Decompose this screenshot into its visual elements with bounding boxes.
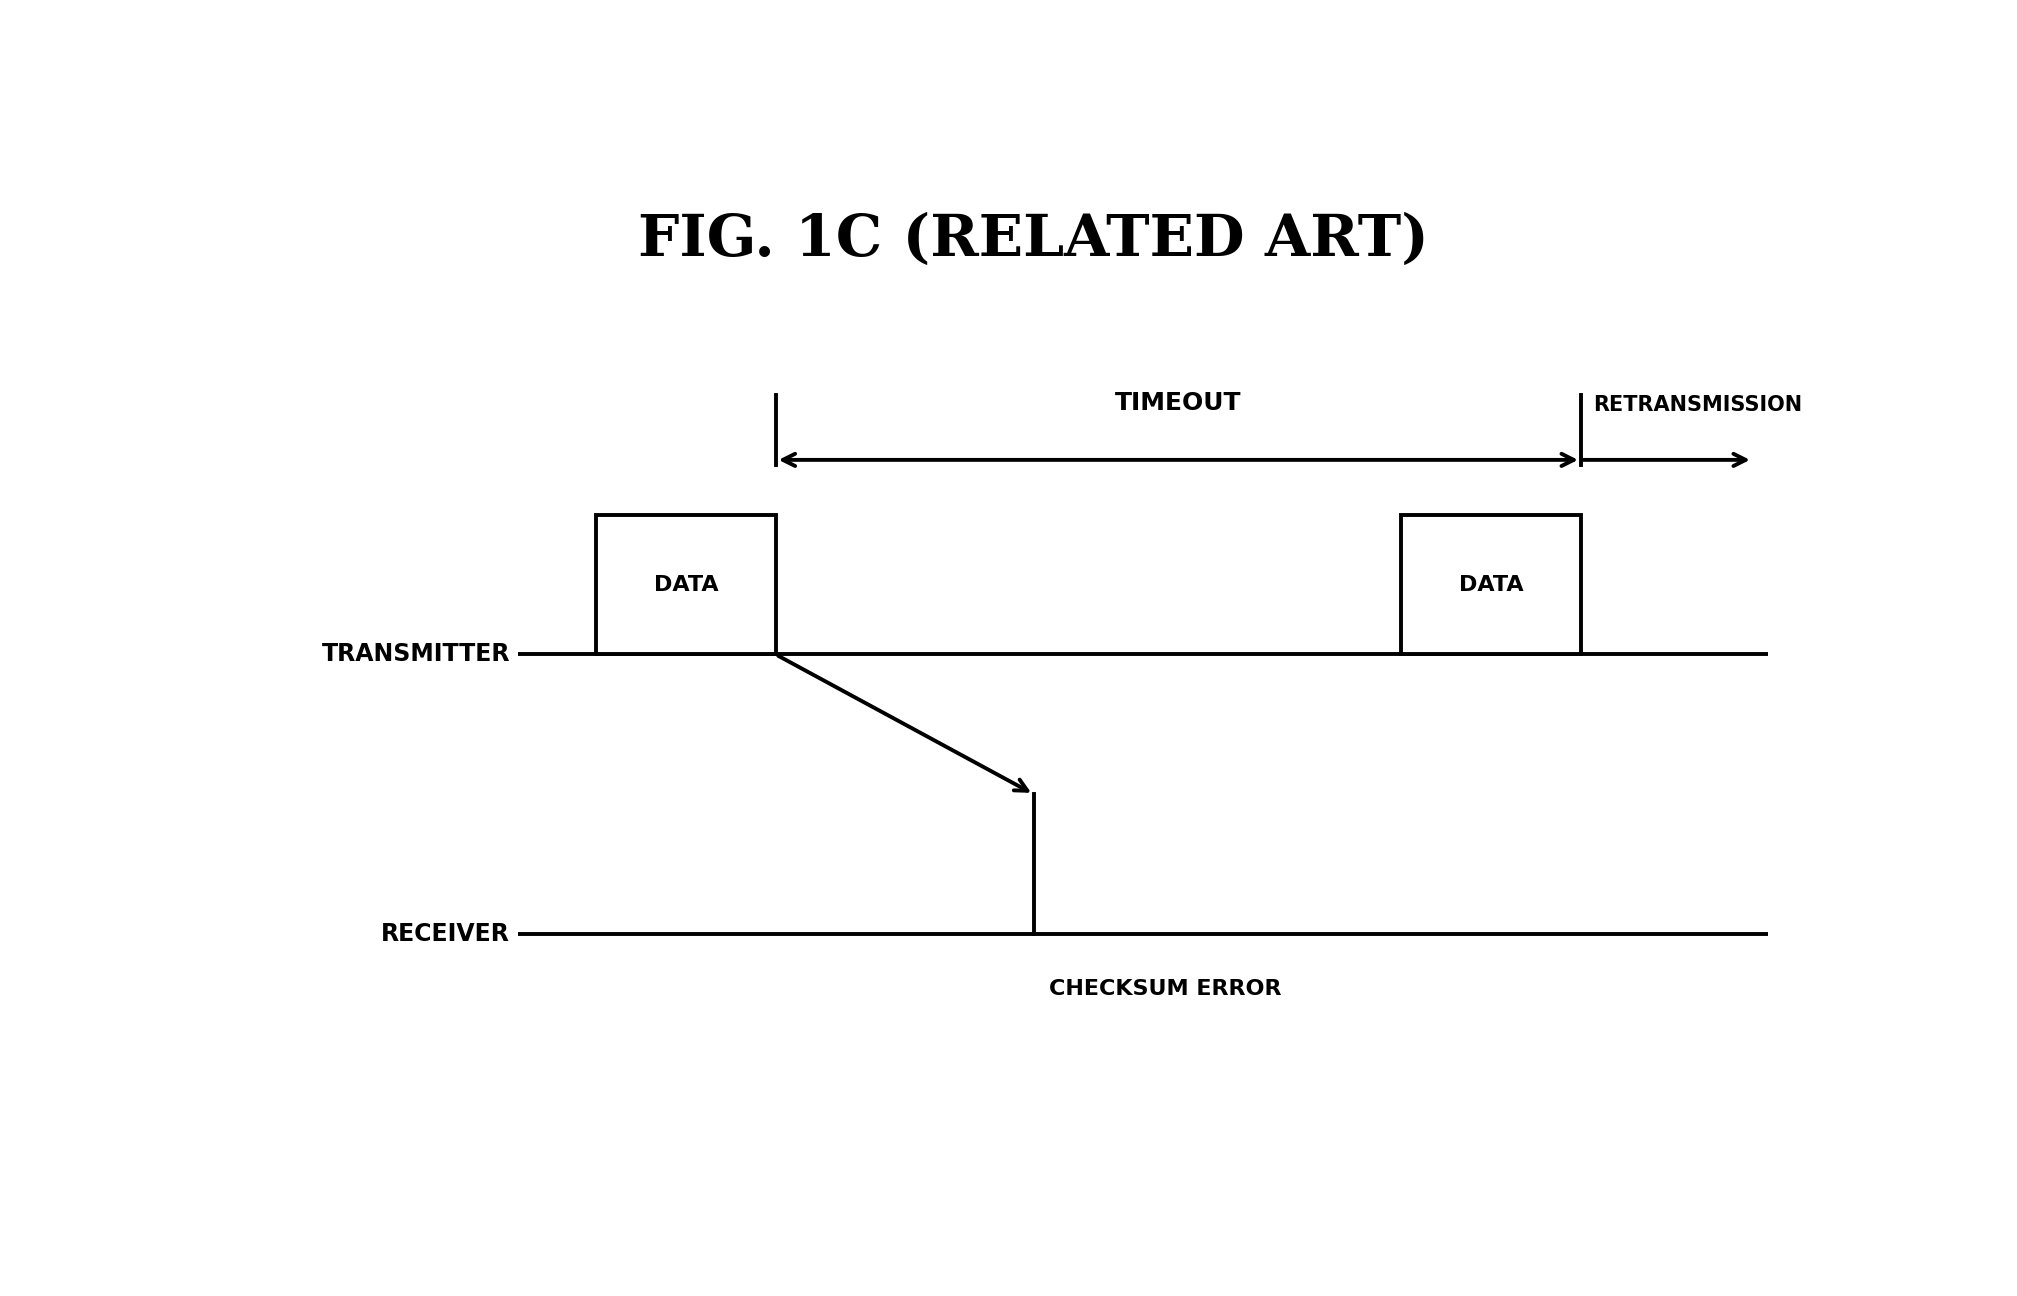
Bar [597,515,777,654]
Text: DATA: DATA [1458,574,1523,595]
Text: TIMEOUT: TIMEOUT [1115,391,1242,415]
Text: FIG. 1C (RELATED ART): FIG. 1C (RELATED ART) [637,213,1430,268]
Text: RETRANSMISSION: RETRANSMISSION [1593,395,1803,415]
Text: CHECKSUM ERROR: CHECKSUM ERROR [1049,978,1283,999]
Text: RECEIVER: RECEIVER [381,921,510,946]
Text: DATA: DATA [654,574,718,595]
Text: TRANSMITTER: TRANSMITTER [321,643,510,666]
Bar [1402,515,1581,654]
